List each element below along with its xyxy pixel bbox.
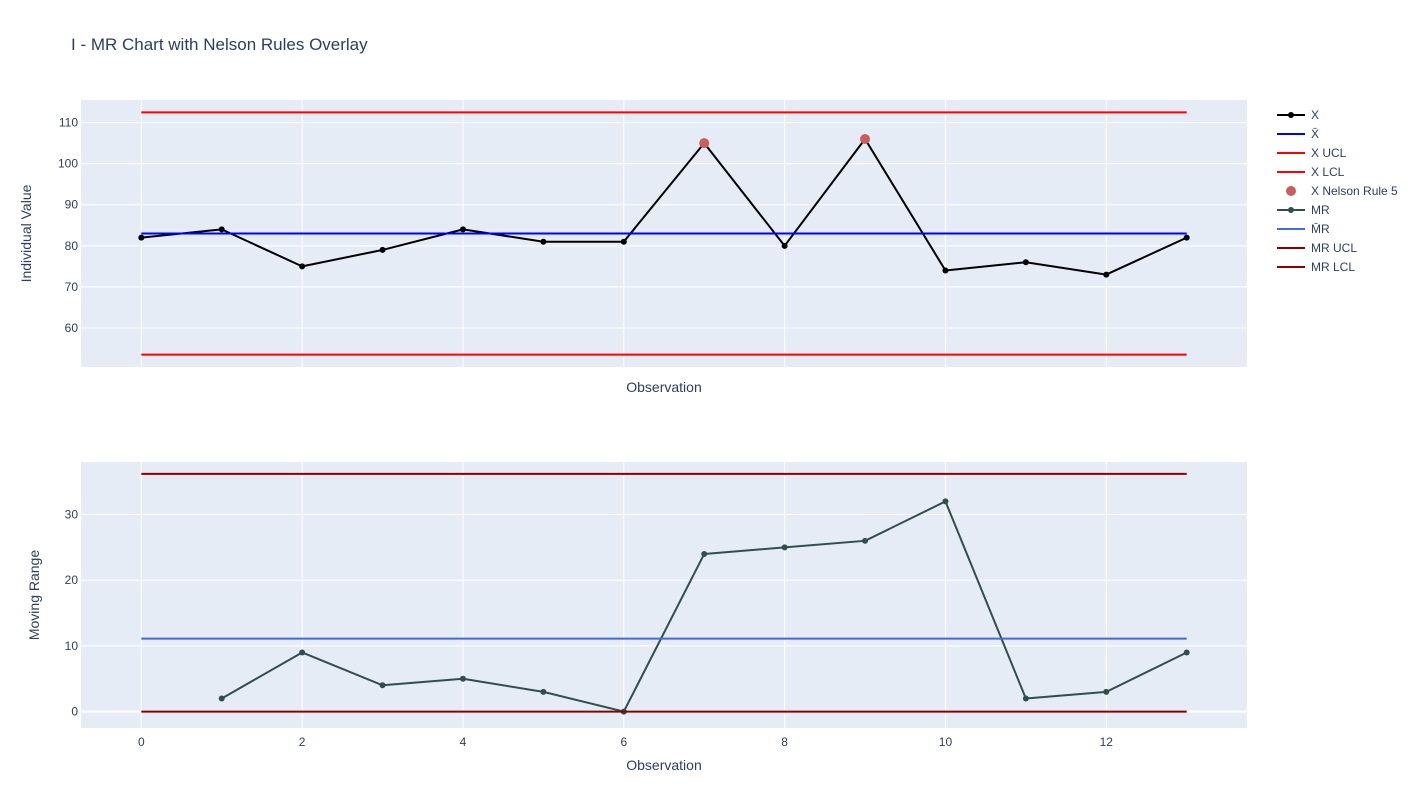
y-tick-label: 0	[71, 705, 78, 719]
data-point	[299, 263, 306, 270]
legend-item: X̄	[1277, 127, 1319, 141]
data-point	[942, 498, 949, 505]
y-tick-label: 90	[65, 198, 79, 212]
y-tick-label: 70	[65, 280, 79, 294]
legend-label: X LCL	[1311, 165, 1345, 179]
data-point	[701, 550, 708, 557]
y-tick-label: 100	[58, 157, 78, 171]
x-tick-label: 12	[1100, 735, 1114, 749]
data-point	[540, 238, 547, 245]
data-point	[1022, 259, 1029, 266]
legend-item: M̄R	[1277, 222, 1330, 236]
legend-item: MR LCL	[1277, 260, 1355, 274]
x-axis-label: Observation	[626, 757, 701, 773]
x-tick-label: 4	[460, 735, 467, 749]
legend-label: X UCL	[1311, 146, 1347, 160]
legend-swatch-marker	[1286, 186, 1296, 196]
x-tick-label: 6	[620, 735, 627, 749]
legend-swatch-marker	[1288, 207, 1294, 213]
x-tick-label: 0	[138, 735, 145, 749]
y-tick-label: 10	[65, 639, 79, 653]
y-axis-label: Moving Range	[26, 550, 42, 640]
x-tick-label: 2	[299, 735, 306, 749]
legend-swatch-marker	[1288, 112, 1294, 118]
legend-label: X Nelson Rule 5	[1311, 184, 1398, 198]
data-point	[379, 246, 386, 253]
data-point	[699, 138, 710, 149]
data-point	[459, 675, 466, 682]
series-line	[141, 138, 1188, 276]
data-point	[1183, 234, 1190, 241]
panel-2: 0 10 20 30 0 2 4 6 8 10 12 Observation Moving Range	[26, 462, 1247, 773]
legend-label: MR LCL	[1311, 260, 1355, 274]
data-point	[299, 649, 306, 656]
data-point	[379, 682, 386, 689]
x-tick-label: 8	[781, 735, 788, 749]
data-point	[1022, 695, 1029, 702]
data-point	[942, 267, 949, 274]
legend-item: MR UCL	[1277, 241, 1357, 255]
legend-label: M̄R	[1311, 222, 1330, 236]
y-tick-label: 60	[65, 321, 79, 335]
y-tick-label: 80	[65, 239, 79, 253]
legend-item: X	[1277, 108, 1319, 122]
chart-title: I - MR Chart with Nelson Rules Overlay	[71, 35, 368, 54]
legend-label: MR	[1311, 203, 1330, 217]
data-point	[218, 695, 225, 702]
legend-label: X̄	[1311, 127, 1319, 141]
legend-label: X	[1311, 108, 1319, 122]
data-point	[138, 234, 145, 241]
y-axis-label: Individual Value	[18, 184, 34, 282]
data-point	[781, 242, 788, 249]
data-point	[1183, 649, 1190, 656]
legend: X X̄ X UCL X LCL X Nelson Rule 5 MR M̄R MR UCL M…	[1277, 108, 1398, 274]
x-axis-label: Observation	[626, 379, 701, 395]
data-point	[540, 688, 547, 695]
x-tick-label: 10	[939, 735, 953, 749]
data-point	[218, 226, 225, 233]
plot-background	[81, 462, 1247, 728]
legend-label: MR UCL	[1311, 241, 1357, 255]
y-tick-label: 30	[65, 508, 79, 522]
legend-item: X LCL	[1277, 165, 1345, 179]
y-tick-label: 20	[65, 573, 79, 587]
legend-item: X UCL	[1277, 146, 1347, 160]
data-point	[1103, 271, 1110, 278]
data-point	[459, 226, 466, 233]
y-tick-label: 110	[59, 116, 78, 130]
series-mr	[218, 498, 1190, 715]
legend-item: X Nelson Rule 5	[1286, 184, 1398, 198]
data-point	[620, 238, 627, 245]
legend-item: MR	[1277, 203, 1330, 217]
panel-1: 60 70 80 90 100 110 Observation Individual Valu…	[18, 100, 1247, 395]
data-point	[862, 537, 869, 544]
data-point	[781, 544, 788, 551]
data-point	[860, 134, 871, 145]
series-x-nelson-rule-5	[699, 134, 871, 149]
data-point	[1103, 688, 1110, 695]
